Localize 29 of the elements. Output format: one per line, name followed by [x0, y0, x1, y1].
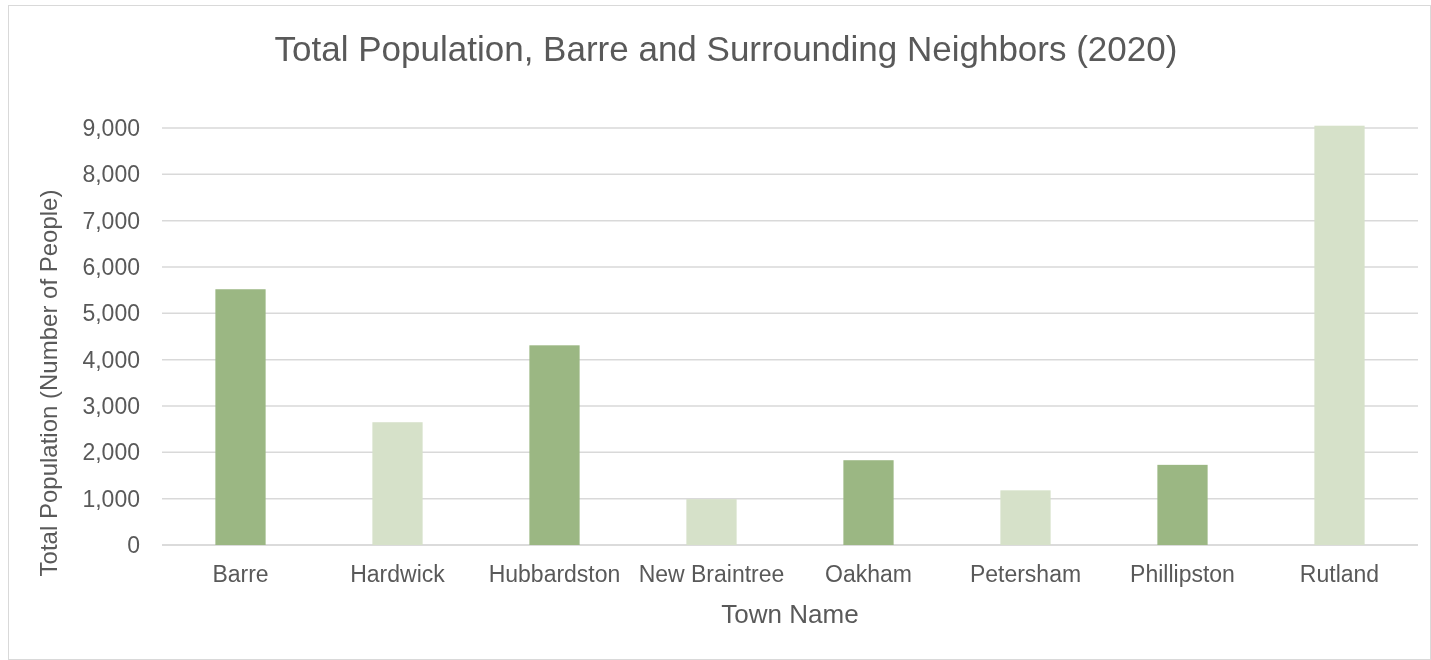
y-tick-label: 7,000	[82, 207, 140, 234]
y-tick-label: 4,000	[82, 346, 140, 373]
y-tick-label: 2,000	[82, 439, 140, 466]
bar	[1157, 464, 1208, 545]
y-tick-label: 1,000	[82, 485, 140, 512]
bar	[215, 289, 266, 545]
y-tick-label: 6,000	[82, 254, 140, 281]
y-tick-label: 0	[127, 532, 140, 559]
chart-title: Total Population, Barre and Surrounding Neighbors (2020)	[274, 29, 1178, 68]
x-tick-label: Rutland	[1299, 561, 1380, 587]
bar	[843, 460, 894, 545]
bar	[1314, 125, 1365, 545]
x-tick-label: Oakham	[825, 561, 912, 587]
x-tick-label: Phillipston	[1130, 561, 1235, 587]
x-tick-label: New Braintree	[638, 561, 785, 587]
bar	[1000, 490, 1051, 545]
x-tick-label: Hardwick	[350, 561, 446, 587]
x-tick-label: Barre	[212, 561, 269, 587]
y-tick-label: 9,000	[82, 115, 140, 142]
y-tick-label: 8,000	[82, 161, 140, 188]
x-tick-label: Petersham	[969, 561, 1082, 587]
bar	[372, 422, 423, 545]
y-tick-label: 3,000	[82, 393, 140, 420]
bar	[686, 499, 737, 545]
x-tick-label: Hubbardston	[488, 561, 621, 587]
bar	[529, 345, 580, 545]
y-tick-label: 5,000	[82, 300, 140, 327]
y-axis-title: Total Population (Number of People)	[35, 189, 62, 577]
x-axis-title: Town Name	[721, 599, 859, 629]
